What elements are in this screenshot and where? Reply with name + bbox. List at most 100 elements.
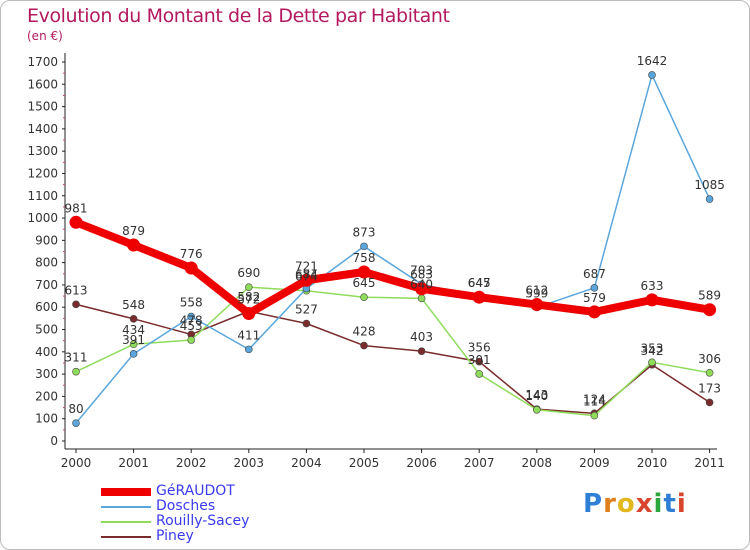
y-tick-label: 1300 bbox=[27, 144, 58, 158]
logo-letter: i bbox=[653, 489, 664, 519]
data-point bbox=[705, 195, 714, 203]
data-label: 879 bbox=[122, 224, 145, 238]
data-point bbox=[299, 273, 313, 287]
series-line-dosches bbox=[75, 74, 711, 424]
data-point bbox=[184, 261, 198, 275]
logo-letter: t bbox=[663, 489, 677, 519]
data-point bbox=[72, 419, 80, 427]
y-tick-label: 400 bbox=[35, 345, 58, 359]
data-label: 453 bbox=[180, 319, 203, 333]
data-labels-layer: 613 548 478 582 527 428 403 356 143 124 342 173 311 4… bbox=[65, 54, 725, 416]
data-label: 306 bbox=[698, 352, 721, 366]
data-point bbox=[475, 357, 484, 366]
x-tick-label: 2000 bbox=[61, 456, 92, 470]
data-label: 173 bbox=[698, 381, 721, 395]
data-point bbox=[472, 290, 486, 304]
data-point bbox=[360, 242, 368, 251]
data-label: 301 bbox=[468, 353, 491, 367]
data-label: 80 bbox=[68, 402, 83, 416]
data-point bbox=[357, 265, 371, 279]
y-tick-label: 1000 bbox=[27, 211, 58, 225]
y-tick-label: 1400 bbox=[27, 122, 58, 136]
data-label: 1085 bbox=[694, 178, 725, 192]
data-label: 721 bbox=[295, 259, 318, 273]
logo-letter: P bbox=[583, 489, 604, 519]
x-tick-label: 2005 bbox=[349, 456, 380, 470]
proxiti-logo: Proxiti bbox=[583, 489, 687, 519]
data-label: 114 bbox=[583, 395, 606, 409]
data-label: 342 bbox=[641, 344, 664, 358]
x-tick-label: 2007 bbox=[464, 456, 495, 470]
logo-letter: o bbox=[616, 489, 636, 519]
data-label: 647 bbox=[468, 276, 491, 290]
data-label: 674 bbox=[295, 270, 318, 284]
data-label: 548 bbox=[122, 298, 145, 312]
data-label: 684 bbox=[295, 268, 318, 282]
data-label: 391 bbox=[122, 333, 145, 347]
legend-swatch bbox=[101, 488, 151, 496]
data-label: 527 bbox=[295, 303, 318, 317]
x-tick-label: 2002 bbox=[176, 456, 207, 470]
series-line-rouilly-sacey bbox=[75, 286, 711, 417]
y-tick-label: 100 bbox=[35, 412, 58, 426]
data-point bbox=[417, 347, 426, 355]
data-point bbox=[705, 368, 714, 377]
data-label: 124 bbox=[583, 392, 606, 406]
data-point bbox=[245, 345, 253, 354]
data-label: 411 bbox=[237, 328, 260, 342]
data-point bbox=[242, 306, 256, 320]
data-point bbox=[587, 305, 601, 319]
logo-letter: i bbox=[676, 489, 687, 519]
data-point bbox=[187, 312, 195, 321]
data-label: 558 bbox=[180, 296, 203, 310]
y-tick-label: 600 bbox=[35, 300, 58, 314]
logo-letter: x bbox=[635, 489, 654, 519]
data-point bbox=[127, 238, 141, 252]
data-label: 758 bbox=[353, 251, 376, 265]
y-tick-label: 300 bbox=[35, 367, 58, 381]
data-point bbox=[360, 293, 368, 302]
data-point bbox=[245, 283, 253, 291]
data-point bbox=[648, 358, 656, 367]
legend-label: GéRAUDOT bbox=[156, 483, 235, 499]
data-point bbox=[415, 282, 429, 296]
data-point bbox=[69, 215, 83, 229]
data-point bbox=[703, 303, 717, 317]
data-label: 645 bbox=[353, 276, 376, 290]
data-point bbox=[417, 294, 426, 303]
x-tick-label: 2008 bbox=[522, 456, 553, 470]
data-point bbox=[705, 398, 714, 407]
data-point bbox=[360, 341, 368, 350]
data-label: 311 bbox=[65, 351, 88, 365]
data-point bbox=[129, 315, 138, 323]
data-point bbox=[590, 284, 599, 292]
data-label: 703 bbox=[410, 263, 433, 277]
x-tick-label: 2011 bbox=[694, 456, 725, 470]
data-label: 140 bbox=[525, 389, 548, 403]
chart-subtitle: (en €) bbox=[27, 29, 63, 43]
y-tick-label: 1600 bbox=[27, 77, 58, 91]
legend-swatch bbox=[101, 521, 151, 523]
data-label: 579 bbox=[583, 291, 606, 305]
data-label: 981 bbox=[65, 201, 88, 215]
data-label: 687 bbox=[583, 267, 606, 281]
chart-title: Evolution du Montant de la Dette par Hab… bbox=[27, 5, 450, 27]
data-point bbox=[129, 350, 138, 358]
data-point bbox=[530, 298, 544, 312]
y-axis-ticks: 0 100 200 300 400 500 600 700 800 900 1000 1100 1200… bbox=[27, 55, 65, 448]
data-label: 478 bbox=[180, 313, 203, 327]
data-label: 428 bbox=[353, 325, 376, 339]
data-point bbox=[645, 293, 659, 307]
y-tick-label: 1200 bbox=[27, 166, 58, 180]
series-layer bbox=[69, 71, 717, 427]
y-tick-label: 500 bbox=[35, 323, 58, 337]
data-label: 403 bbox=[410, 330, 433, 344]
data-point bbox=[590, 411, 599, 420]
data-label: 353 bbox=[641, 341, 664, 355]
data-point bbox=[72, 300, 80, 309]
y-tick-label: 900 bbox=[35, 233, 58, 247]
data-point bbox=[302, 319, 311, 328]
x-tick-label: 2004 bbox=[291, 456, 322, 470]
data-point bbox=[532, 405, 541, 414]
